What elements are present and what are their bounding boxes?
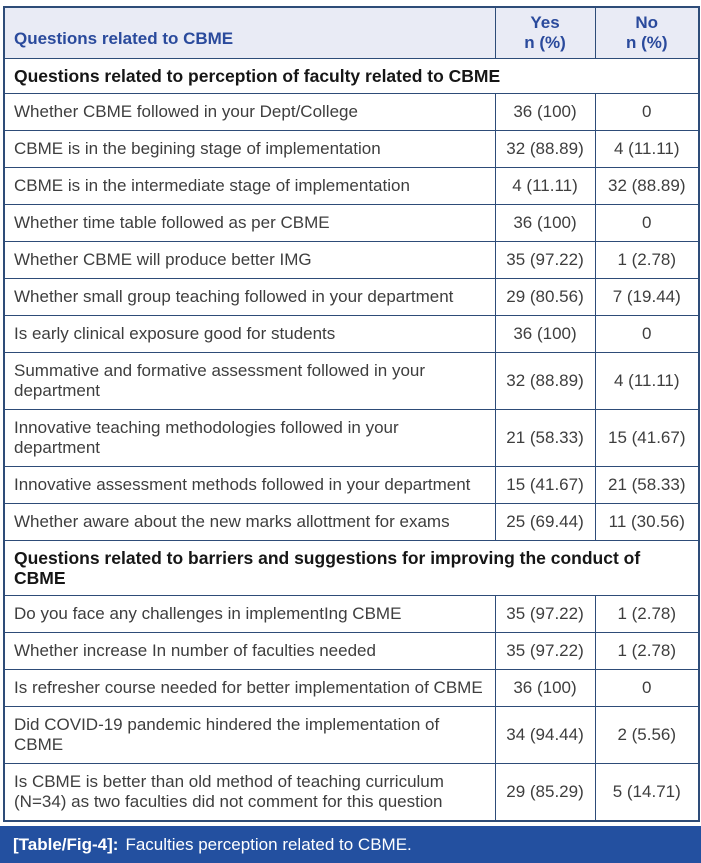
question-cell: Whether aware about the new marks allott… — [3, 503, 496, 541]
no-cell: 0 — [594, 204, 700, 242]
cbme-table: Questions related to CBME Yes n (%) No n… — [3, 6, 700, 822]
no-cell: 1 (2.78) — [594, 241, 700, 279]
table-row: CBME is in the intermediate stage of imp… — [3, 167, 700, 205]
table-row: Innovative teaching methodologies follow… — [3, 409, 700, 467]
yes-cell: 29 (85.29) — [494, 763, 596, 822]
table-row: Innovative assessment methods followed i… — [3, 466, 700, 504]
yes-cell: 32 (88.89) — [494, 352, 596, 410]
no-cell: 7 (19.44) — [594, 278, 700, 316]
no-cell: 32 (88.89) — [594, 167, 700, 205]
question-cell: Is early clinical exposure good for stud… — [3, 315, 496, 353]
yes-cell: 21 (58.33) — [494, 409, 596, 467]
table-row: Whether small group teaching followed in… — [3, 278, 700, 316]
question-cell: Whether time table followed as per CBME — [3, 204, 496, 242]
yes-cell: 35 (97.22) — [494, 241, 596, 279]
no-cell: 0 — [594, 93, 700, 131]
no-cell: 4 (11.11) — [594, 130, 700, 168]
yes-cell: 35 (97.22) — [494, 632, 596, 670]
yes-cell: 29 (80.56) — [494, 278, 596, 316]
yes-cell: 36 (100) — [494, 315, 596, 353]
table-row: Did COVID-19 pandemic hindered the imple… — [3, 706, 700, 764]
table-row: Is early clinical exposure good for stud… — [3, 315, 700, 353]
no-cell: 2 (5.56) — [594, 706, 700, 764]
yes-cell: 15 (41.67) — [494, 466, 596, 504]
column-header-questions: Questions related to CBME — [3, 6, 496, 59]
section-title: Questions related to perception of facul… — [3, 58, 700, 94]
column-header-no: No n (%) — [594, 6, 700, 59]
section-header-barriers: Questions related to barriers and sugges… — [3, 540, 700, 596]
table-row: Whether time table followed as per CBME … — [3, 204, 700, 242]
section-title: Questions related to barriers and sugges… — [3, 540, 700, 596]
column-header-yes: Yes n (%) — [494, 6, 596, 59]
table-row: Summative and formative assessment follo… — [3, 352, 700, 410]
table-row: Whether increase In number of faculties … — [3, 632, 700, 670]
table-caption: [Table/Fig-4]: Faculties perception rela… — [0, 826, 701, 863]
table-row: Whether CBME followed in your Dept/Colle… — [3, 93, 700, 131]
question-cell: Did COVID-19 pandemic hindered the imple… — [3, 706, 496, 764]
table-row: Is refresher course needed for better im… — [3, 669, 700, 707]
no-cell: 11 (30.56) — [594, 503, 700, 541]
yes-cell: 4 (11.11) — [494, 167, 596, 205]
no-cell: 5 (14.71) — [594, 763, 700, 822]
question-cell: Whether small group teaching followed in… — [3, 278, 496, 316]
question-cell: Is refresher course needed for better im… — [3, 669, 496, 707]
yes-cell: 36 (100) — [494, 93, 596, 131]
no-cell: 0 — [594, 669, 700, 707]
header-row: Questions related to CBME Yes n (%) No n… — [3, 6, 700, 59]
question-cell: Innovative teaching methodologies follow… — [3, 409, 496, 467]
no-cell: 1 (2.78) — [594, 595, 700, 633]
question-cell: Whether CBME followed in your Dept/Colle… — [3, 93, 496, 131]
yes-cell: 34 (94.44) — [494, 706, 596, 764]
question-cell: Innovative assessment methods followed i… — [3, 466, 496, 504]
yes-cell: 35 (97.22) — [494, 595, 596, 633]
no-cell: 0 — [594, 315, 700, 353]
table-row: Whether aware about the new marks allott… — [3, 503, 700, 541]
table-row: Whether CBME will produce better IMG 35 … — [3, 241, 700, 279]
no-cell: 15 (41.67) — [594, 409, 700, 467]
table-row: Do you face any challenges in implementI… — [3, 595, 700, 633]
question-cell: Whether increase In number of faculties … — [3, 632, 496, 670]
question-cell: Is CBME is better than old method of tea… — [3, 763, 496, 822]
question-cell: CBME is in the intermediate stage of imp… — [3, 167, 496, 205]
caption-text: Faculties perception related to CBME. — [125, 834, 412, 854]
table-row: Is CBME is better than old method of tea… — [3, 763, 700, 822]
question-cell: Summative and formative assessment follo… — [3, 352, 496, 410]
yes-cell: 36 (100) — [494, 204, 596, 242]
yes-cell: 36 (100) — [494, 669, 596, 707]
yes-cell: 32 (88.89) — [494, 130, 596, 168]
no-cell: 21 (58.33) — [594, 466, 700, 504]
question-cell: Whether CBME will produce better IMG — [3, 241, 496, 279]
section-header-perception: Questions related to perception of facul… — [3, 58, 700, 94]
table-row: CBME is in the begining stage of impleme… — [3, 130, 700, 168]
yes-cell: 25 (69.44) — [494, 503, 596, 541]
no-cell: 4 (11.11) — [594, 352, 700, 410]
no-cell: 1 (2.78) — [594, 632, 700, 670]
question-cell: CBME is in the begining stage of impleme… — [3, 130, 496, 168]
question-cell: Do you face any challenges in implementI… — [3, 595, 496, 633]
caption-label: [Table/Fig-4]: — [13, 834, 119, 854]
